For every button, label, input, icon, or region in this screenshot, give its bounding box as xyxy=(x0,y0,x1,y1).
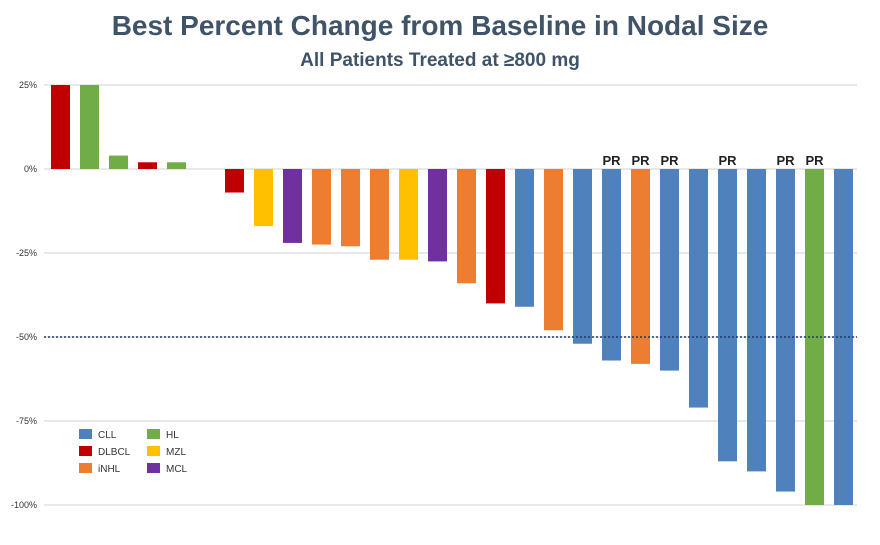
pr-annotation: PR xyxy=(631,153,650,168)
pr-annotation: PR xyxy=(805,153,824,168)
bar-inhl xyxy=(457,169,476,284)
pr-annotation: PR xyxy=(660,153,679,168)
bar-hl xyxy=(805,169,824,505)
bar-dlbcl xyxy=(486,169,505,304)
y-tick-label: -25% xyxy=(16,248,37,258)
bar-cll xyxy=(573,169,592,344)
bar-inhl xyxy=(370,169,389,260)
legend-swatch-cll xyxy=(79,429,92,439)
legend-swatch-inhl xyxy=(79,463,92,473)
bar-inhl xyxy=(544,169,563,331)
legend-label-mcl: MCL xyxy=(166,464,188,475)
bar-inhl xyxy=(631,169,650,364)
y-tick-label: 0% xyxy=(24,164,37,174)
bar-cll xyxy=(776,169,795,492)
legend-swatch-hl xyxy=(147,429,160,439)
bar-cll xyxy=(689,169,708,408)
bar-hl xyxy=(167,162,186,169)
bar-mcl xyxy=(428,169,447,262)
y-tick-label: -75% xyxy=(16,416,37,426)
legend-swatch-mcl xyxy=(147,463,160,473)
bar-cll xyxy=(515,169,534,307)
bar-mcl xyxy=(283,169,302,243)
bar-cll xyxy=(747,169,766,472)
bar-cll xyxy=(834,169,853,505)
y-tick-label: -100% xyxy=(11,500,37,510)
legend-label-dlbcl: DLBCL xyxy=(98,447,131,458)
bar-dlbcl xyxy=(51,85,70,169)
bar-hl xyxy=(80,85,99,169)
legend-label-hl: HL xyxy=(166,430,179,441)
chart-subtitle: All Patients Treated at ≥800 mg xyxy=(300,50,580,71)
pr-annotation: PR xyxy=(718,153,737,168)
bar-mzl xyxy=(399,169,418,260)
legend-label-cll: CLL xyxy=(98,430,117,441)
legend-swatch-mzl xyxy=(147,446,160,456)
bar-cll xyxy=(660,169,679,371)
bar-mzl xyxy=(254,169,273,227)
pr-annotation: PR xyxy=(776,153,795,168)
bar-dlbcl xyxy=(225,169,244,193)
bar-cll xyxy=(718,169,737,462)
bar-hl xyxy=(109,155,128,169)
legend-label-inhl: iNHL xyxy=(98,464,121,475)
legend-label-mzl: MZL xyxy=(166,447,186,458)
bar-inhl xyxy=(341,169,360,247)
bar-inhl xyxy=(312,169,331,245)
y-tick-label: 25% xyxy=(19,80,37,90)
y-tick-label: -50% xyxy=(16,332,37,342)
legend-swatch-dlbcl xyxy=(79,446,92,456)
bar-dlbcl xyxy=(138,162,157,169)
pr-annotation: PR xyxy=(602,153,621,168)
chart-title: Best Percent Change from Baseline in Nod… xyxy=(111,10,769,41)
bar-cll xyxy=(602,169,621,361)
